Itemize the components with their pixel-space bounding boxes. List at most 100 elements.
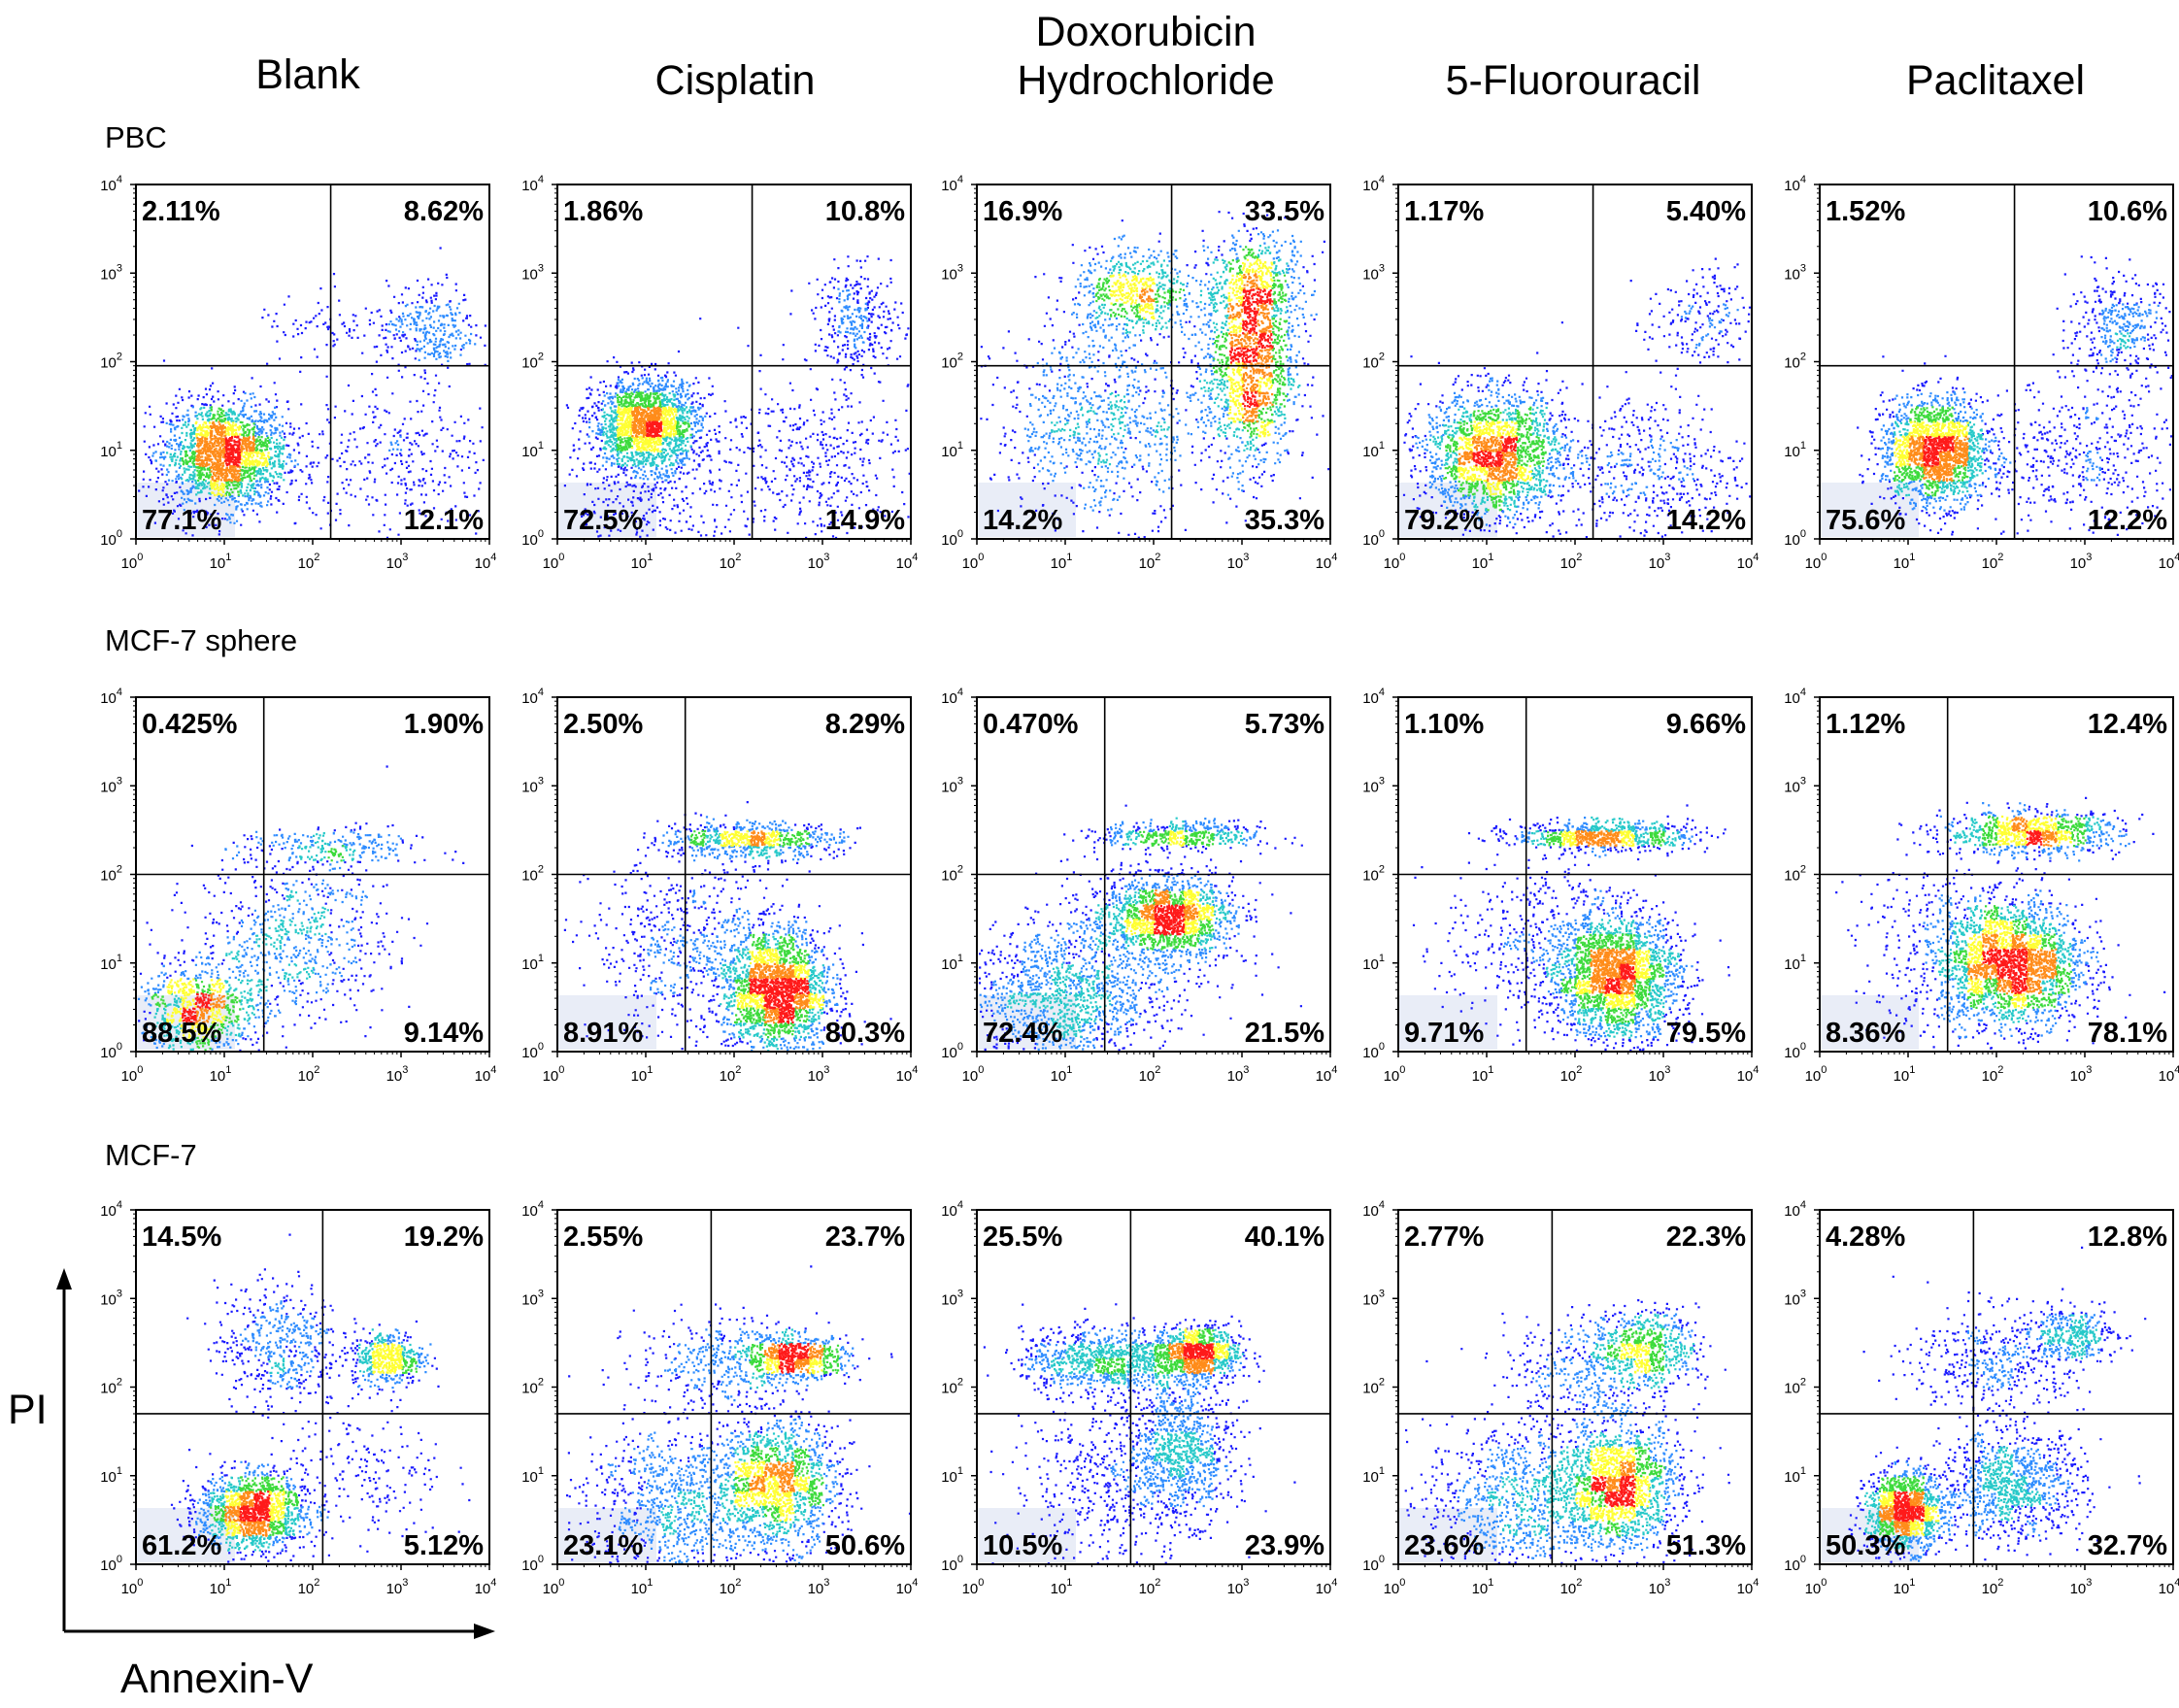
- panel-mcf7-sphere-5-fluorouracil-quadrant-upper-right: 9.66%: [1666, 709, 1746, 740]
- column-title-5-fluorouracil: 5-Fluorouracil: [1445, 57, 1701, 104]
- panel-pbc-5-fluorouracil-y-tick-label: 102: [1362, 352, 1385, 372]
- panel-pbc-blank-x-tick-exponent: 1: [225, 552, 231, 563]
- panel-mcf7-5-fluorouracil-x-tick-label: 102: [1560, 1577, 1583, 1597]
- panel-mcf7-sphere-doxorubicin-x-tick-exponent: 4: [1331, 1064, 1337, 1076]
- panel-pbc-5-fluorouracil-x-tick-label: 104: [1737, 552, 1760, 572]
- panel-mcf7-sphere-cisplatin-quadrant-lower-right: 80.3%: [825, 1018, 905, 1049]
- panel-mcf7-sphere-doxorubicin-x-tick-exponent: 2: [1155, 1064, 1160, 1076]
- panel-pbc-doxorubicin-x-tick-exponent: 3: [1243, 552, 1249, 563]
- panel-mcf7-5-fluorouracil-dot-layer-6: [1591, 1475, 1636, 1508]
- panel-pbc-blank-y-tick-exponent: 3: [117, 262, 122, 274]
- panel-pbc-blank-y-tick-label: 104: [100, 174, 122, 194]
- panel-pbc-doxorubicin-quadrant-lower-right: 35.3%: [1245, 505, 1324, 536]
- panel-mcf7-paclitaxel-y-tick-exponent: 4: [1800, 1199, 1806, 1211]
- panel-mcf7-sphere-doxorubicin-x-tick-label: 100: [962, 1064, 985, 1085]
- panel-mcf7-sphere-doxorubicin-x-tick-exponent: 3: [1243, 1064, 1249, 1076]
- panel-mcf7-5-fluorouracil-x-tick-exponent: 3: [1664, 1577, 1670, 1589]
- panel-mcf7-sphere-5-fluorouracil-dot-layer-6: [1604, 963, 1636, 995]
- panel-mcf7-sphere-doxorubicin-x-tick-exponent: 0: [978, 1064, 984, 1076]
- panel-mcf7-blank-quadrant-lower-right: 5.12%: [404, 1530, 484, 1561]
- panel-mcf7-sphere-paclitaxel-quadrant-lower-right: 78.1%: [2088, 1018, 2167, 1049]
- panel-mcf7-doxorubicin-dot-layer-2: [1051, 1328, 1245, 1478]
- panel-mcf7-doxorubicin-x-tick-label: 103: [1227, 1577, 1250, 1597]
- panel-pbc-blank-quadrant-upper-right: 8.62%: [404, 196, 484, 227]
- panel-mcf7-blank-x-tick-label: 100: [121, 1577, 144, 1597]
- panel-mcf7-sphere-paclitaxel-y-tick-exponent: 4: [1800, 687, 1806, 698]
- panel-mcf7-sphere-5-fluorouracil-y-tick-exponent: 4: [1379, 687, 1385, 698]
- panel-mcf7-sphere-cisplatin-y-tick-label: 101: [521, 953, 544, 973]
- panel-pbc-paclitaxel-y-tick-label: 100: [1784, 528, 1806, 549]
- panel-pbc-5-fluorouracil-dot-layer-0: [1402, 257, 1752, 539]
- panel-mcf7-blank-label-backdrop: [136, 1508, 235, 1562]
- panel-mcf7-sphere-blank-quadrant-lower-right: 9.14%: [404, 1018, 484, 1049]
- panel-pbc-blank-dot-layer-0: [138, 247, 486, 539]
- panel-mcf7-doxorubicin-quadrant-lower-right: 23.9%: [1245, 1530, 1324, 1561]
- panel-mcf7-paclitaxel-x-tick-label: 101: [1894, 1577, 1916, 1597]
- panel-mcf7-5-fluorouracil-quadrant-lower-left: 23.6%: [1404, 1530, 1484, 1561]
- panel-mcf7-sphere-doxorubicin-quadrant-upper-right: 5.73%: [1245, 709, 1324, 740]
- panel-pbc-cisplatin-x-tick-exponent: 0: [558, 552, 564, 563]
- panel-mcf7-sphere-blank-x-tick-label: 104: [475, 1064, 497, 1085]
- panel-pbc-cisplatin-y-tick-label: 100: [521, 528, 544, 549]
- panel-mcf7-sphere-paclitaxel-x-tick-label: 102: [1982, 1064, 2004, 1085]
- x-axis-arrow-head: [474, 1624, 495, 1639]
- panel-mcf7-sphere-paclitaxel-y-tick-label: 100: [1784, 1041, 1806, 1061]
- panel-pbc-5-fluorouracil-y-tick-label: 104: [1362, 174, 1385, 194]
- panel-pbc-doxorubicin-x-tick-label: 104: [1316, 552, 1338, 572]
- panel-mcf7-sphere-5-fluorouracil-y-tick-exponent: 0: [1379, 1041, 1385, 1053]
- panel-mcf7-blank-quadrant-lower-left: 61.2%: [142, 1530, 221, 1561]
- panel-mcf7-sphere-blank-dot-layer-2: [151, 832, 356, 1052]
- panel-mcf7-cisplatin-x-tick-label: 104: [896, 1577, 919, 1597]
- panel-mcf7-sphere-5-fluorouracil-y-tick-label: 101: [1362, 953, 1385, 973]
- panel-mcf7-paclitaxel-dot-layer-3: [1878, 1476, 1925, 1537]
- panel-pbc-5-fluorouracil-y-tick-exponent: 3: [1379, 262, 1385, 274]
- panel-mcf7-doxorubicin-x-tick-exponent: 4: [1331, 1577, 1337, 1589]
- row-title-pbc: PBC: [105, 120, 167, 154]
- panel-mcf7-sphere-blank-dot-layer-0: [138, 765, 465, 1052]
- panel-pbc-doxorubicin-x-tick-exponent: 1: [1066, 552, 1072, 563]
- panel-mcf7-blank-x-tick-label: 103: [386, 1577, 409, 1597]
- panel-mcf7-sphere-cisplatin-quadrant-lower-left: 8.91%: [563, 1018, 643, 1049]
- panel-mcf7-sphere-paclitaxel-x-tick-exponent: 4: [2174, 1064, 2179, 1076]
- panel-pbc-5-fluorouracil-y-tick-label: 103: [1362, 262, 1385, 283]
- panel-mcf7-cisplatin-y-tick-exponent: 3: [538, 1288, 544, 1299]
- panel-mcf7-5-fluorouracil-y-tick-exponent: 4: [1379, 1199, 1385, 1211]
- panel-pbc-5-fluorouracil-quadrant-lower-right: 14.2%: [1666, 505, 1746, 536]
- panel-pbc-paclitaxel-x-tick-label: 102: [1982, 552, 2004, 572]
- panel-pbc-blank-y-tick-label: 102: [100, 352, 122, 372]
- panel-mcf7-doxorubicin-quadrant-lower-left: 10.5%: [983, 1530, 1062, 1561]
- panel-mcf7-sphere-paclitaxel-quadrant-upper-left: 1.12%: [1826, 709, 1905, 740]
- panel-mcf7-sphere-cisplatin-quadrant-upper-right: 8.29%: [825, 709, 905, 740]
- panel-pbc-blank-y-tick-exponent: 1: [117, 440, 122, 452]
- panel-pbc-5-fluorouracil-quadrant-lower-left: 79.2%: [1404, 505, 1484, 536]
- panel-mcf7-sphere-5-fluorouracil-dot-layer-0: [1412, 804, 1730, 1052]
- panel-mcf7-sphere-cisplatin-y-tick-exponent: 3: [538, 775, 544, 787]
- panel-mcf7-doxorubicin-x-tick-label: 102: [1139, 1577, 1161, 1597]
- panel-mcf7-sphere-5-fluorouracil-quadrant-lower-right: 79.5%: [1666, 1018, 1746, 1049]
- row-title-mcf7: MCF-7: [105, 1138, 197, 1172]
- panel-mcf7-sphere-paclitaxel-dot-layer-2: [1937, 816, 2102, 1023]
- panel-mcf7-sphere-cisplatin-dot-layer-6: [749, 978, 810, 1024]
- panel-pbc-5-fluorouracil-x-tick-label: 102: [1560, 552, 1583, 572]
- panel-mcf7-sphere-paclitaxel-y-tick-exponent: 0: [1800, 1041, 1806, 1053]
- panel-pbc-paclitaxel-x-tick-label: 103: [2070, 552, 2093, 572]
- panel-mcf7-sphere-blank-y-tick-label: 101: [100, 953, 122, 973]
- panel-mcf7-sphere-cisplatin-y-tick-label: 103: [521, 775, 544, 795]
- panel-pbc-cisplatin-x-tick-label: 100: [543, 552, 565, 572]
- panel-mcf7-sphere-doxorubicin-x-tick-label: 101: [1051, 1064, 1073, 1085]
- panel-pbc-5-fluorouracil-x-tick-exponent: 3: [1664, 552, 1670, 563]
- panel-mcf7-sphere-5-fluorouracil-x-tick-label: 102: [1560, 1064, 1583, 1085]
- panel-mcf7-sphere-5-fluorouracil-x-tick-label: 103: [1649, 1064, 1671, 1085]
- panel-mcf7-sphere-5-fluorouracil-y-tick-exponent: 3: [1379, 775, 1385, 787]
- panel-mcf7-sphere-doxorubicin-y-tick-exponent: 0: [957, 1041, 963, 1053]
- panel-pbc-blank-x-tick-label: 100: [121, 552, 144, 572]
- panel-mcf7-blank-y-tick-exponent: 2: [117, 1377, 122, 1389]
- panel-mcf7-sphere-doxorubicin-y-tick-label: 103: [941, 775, 963, 795]
- panel-mcf7-sphere-5-fluorouracil-x-tick-exponent: 1: [1488, 1064, 1493, 1076]
- panel-mcf7-paclitaxel-dot-layer-0: [1848, 1246, 2147, 1563]
- x-axis-label-annexin-v: Annexin-V: [120, 1656, 314, 1702]
- panel-pbc-cisplatin-y-tick-label: 103: [521, 262, 544, 283]
- panel-pbc-doxorubicin-y-tick-label: 101: [941, 440, 963, 460]
